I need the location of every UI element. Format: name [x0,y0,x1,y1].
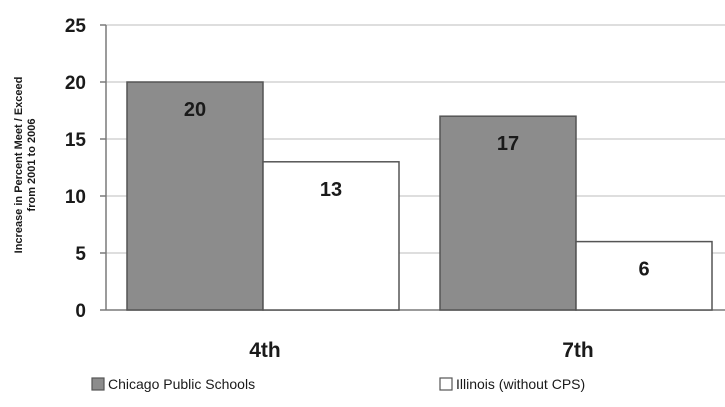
bar-illinois-7th [575,240,713,311]
bar-illinois-4th [262,161,400,311]
x-tick-label: 7th [562,339,594,362]
data-label: 13 [320,179,342,201]
data-label: 6 [638,259,649,281]
y-tick-label: 10 [65,187,86,208]
y-tick-label: 0 [75,301,86,322]
legend-label: Chicago Public Schools [108,376,255,392]
y-tick-label: 15 [65,130,87,151]
y-tick-label: 25 [65,16,87,37]
x-tick-label: 4th [249,339,281,362]
legend-label: Illinois (without CPS) [456,376,585,392]
y-tick-label: 20 [65,73,86,94]
y-tick-label: 5 [75,244,86,265]
bar-cps-7th [439,115,577,311]
bar-cps-4th [126,81,264,311]
data-label: 20 [184,99,206,121]
legend-swatch [91,377,105,391]
legend-swatch [439,377,453,391]
y-axis-title: Increase in Percent Meet / Exceedfrom 20… [13,77,38,254]
data-label: 17 [497,133,519,155]
